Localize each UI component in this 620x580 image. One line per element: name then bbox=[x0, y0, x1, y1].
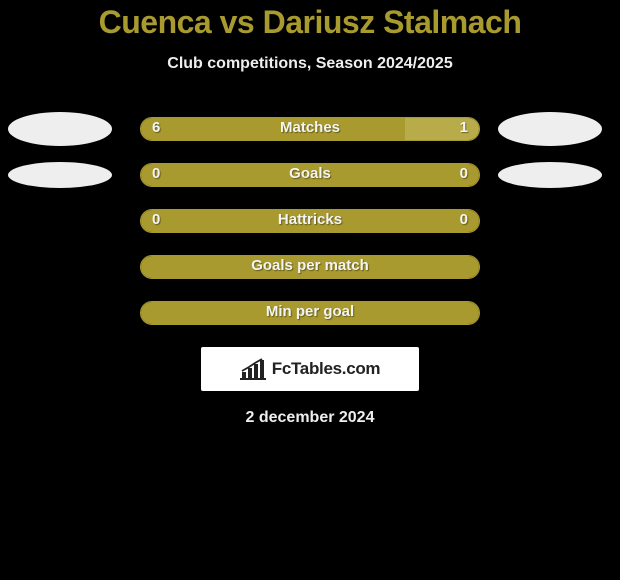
page-title: Cuenca vs Dariusz Stalmach bbox=[0, 0, 620, 41]
bar-fill bbox=[141, 164, 479, 186]
stat-row-hattricks: 0 0 Hattricks bbox=[0, 209, 620, 233]
stat-value-right: 0 bbox=[460, 211, 468, 228]
stat-value-left: 0 bbox=[152, 211, 160, 228]
stat-value-right: 1 bbox=[460, 119, 468, 136]
stat-value-left: 6 bbox=[152, 119, 160, 136]
stat-row-goals: 0 0 Goals bbox=[0, 163, 620, 187]
bar-left-segment bbox=[141, 118, 405, 140]
bar-chart-icon bbox=[240, 358, 266, 380]
marker-ellipse-left bbox=[8, 162, 112, 188]
stat-row-min-per-goal: Min per goal bbox=[0, 301, 620, 325]
marker-ellipse-left bbox=[8, 112, 112, 146]
bar-container bbox=[140, 117, 480, 141]
stat-value-right: 0 bbox=[460, 165, 468, 182]
stat-row-matches: 6 1 Matches bbox=[0, 117, 620, 141]
logo-text: FcTables.com bbox=[272, 359, 381, 379]
stat-row-goals-per-match: Goals per match bbox=[0, 255, 620, 279]
marker-ellipse-right bbox=[498, 162, 602, 188]
bar-container bbox=[140, 209, 480, 233]
date-text: 2 december 2024 bbox=[0, 409, 620, 427]
bar-fill bbox=[141, 210, 479, 232]
bar-fill bbox=[141, 256, 479, 278]
stat-value-left: 0 bbox=[152, 165, 160, 182]
bar-container bbox=[140, 301, 480, 325]
bar-container bbox=[140, 163, 480, 187]
marker-ellipse-right bbox=[498, 112, 602, 146]
bar-fill bbox=[141, 302, 479, 324]
stat-rows: 6 1 Matches 0 0 Goals 0 0 Hattricks Goal… bbox=[0, 117, 620, 325]
page-subtitle: Club competitions, Season 2024/2025 bbox=[0, 55, 620, 73]
bar-container bbox=[140, 255, 480, 279]
fctables-logo[interactable]: FcTables.com bbox=[201, 347, 419, 391]
